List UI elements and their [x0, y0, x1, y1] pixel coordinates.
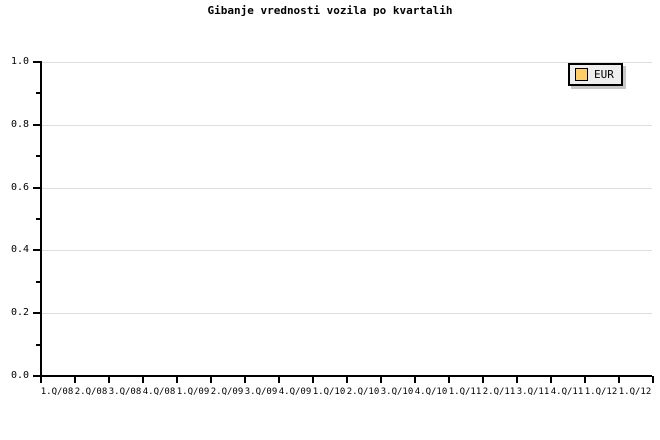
x-axis-label: 2.Q/08 [74, 387, 108, 397]
x-axis-tick [108, 376, 110, 383]
x-axis-label: 1.Q/10 [312, 387, 346, 397]
x-axis-tick [380, 376, 382, 383]
x-axis-tick [244, 376, 246, 383]
gridline [40, 250, 652, 252]
x-axis-label: 1.Q/12 [584, 387, 618, 397]
legend-swatch-eur [575, 68, 588, 81]
y-axis-tick [33, 123, 41, 126]
y-axis-label: 0.4 [10, 244, 29, 256]
x-axis-label: 4.Q/11 [550, 387, 584, 397]
y-axis-spine [40, 61, 42, 377]
y-axis-label: 0.2 [10, 307, 29, 319]
y-axis-label: 0.6 [10, 181, 29, 193]
x-axis-tick [74, 376, 76, 383]
chart-legend[interactable]: EUR [568, 63, 623, 86]
x-axis-tick [40, 376, 42, 383]
y-axis-tick [33, 186, 41, 189]
x-axis-label: 1.Q/11 [448, 387, 482, 397]
x-axis-tick [448, 376, 450, 383]
x-axis-tick [584, 376, 586, 383]
y-axis-minor-tick [36, 280, 41, 283]
x-axis-tick [176, 376, 178, 383]
gridline [40, 124, 652, 126]
legend-label-eur: EUR [594, 68, 614, 81]
x-axis-tick [516, 376, 518, 383]
y-axis-tick [33, 312, 41, 315]
y-axis-minor-tick [36, 343, 41, 346]
x-axis-label: 3.Q/08 [108, 387, 142, 397]
y-axis-label: 1.0 [10, 56, 29, 67]
gridline [40, 313, 652, 315]
x-axis-tick [414, 376, 416, 383]
x-axis-tick [618, 376, 620, 383]
x-axis-label: 4.Q/09 [278, 387, 312, 397]
x-axis-tick [210, 376, 212, 383]
y-axis-tick [33, 375, 41, 377]
x-axis-label: 3.Q/09 [244, 387, 278, 397]
page-title: Gibanje vrednosti vozila po kvartalih [207, 4, 453, 17]
gridline [40, 62, 652, 63]
x-axis-tick [142, 376, 144, 383]
y-axis-label: 0.8 [10, 118, 29, 130]
y-axis-minor-tick [36, 92, 41, 95]
x-axis-tick [482, 376, 484, 383]
x-axis-label: 3.Q/10 [380, 387, 414, 397]
x-axis-label: 1.Q/09 [176, 387, 210, 397]
x-axis-label: 2.Q/10 [346, 387, 380, 397]
x-axis-tick [652, 376, 654, 383]
y-axis-tick [33, 61, 41, 63]
y-axis-minor-tick [36, 218, 41, 220]
x-axis-label: 2.Q/11 [482, 387, 516, 397]
x-axis-label: 3.Q/11 [516, 387, 550, 397]
x-axis-label: 1.Q/12 [618, 387, 652, 397]
y-axis-tick [33, 249, 41, 252]
x-axis-tick [312, 376, 314, 383]
gridline [40, 187, 652, 189]
x-axis-label: 4.Q/10 [414, 387, 448, 397]
x-axis-label: 4.Q/08 [142, 387, 176, 397]
plot-area [40, 62, 652, 376]
x-axis-tick [550, 376, 552, 383]
x-axis-label: 1.Q/08 [40, 387, 74, 397]
x-axis-tick [346, 376, 348, 383]
y-axis-minor-tick [36, 155, 41, 158]
x-axis-label: 2.Q/09 [210, 387, 244, 397]
x-axis-tick [278, 376, 280, 383]
y-axis-label: 0.0 [10, 370, 29, 381]
